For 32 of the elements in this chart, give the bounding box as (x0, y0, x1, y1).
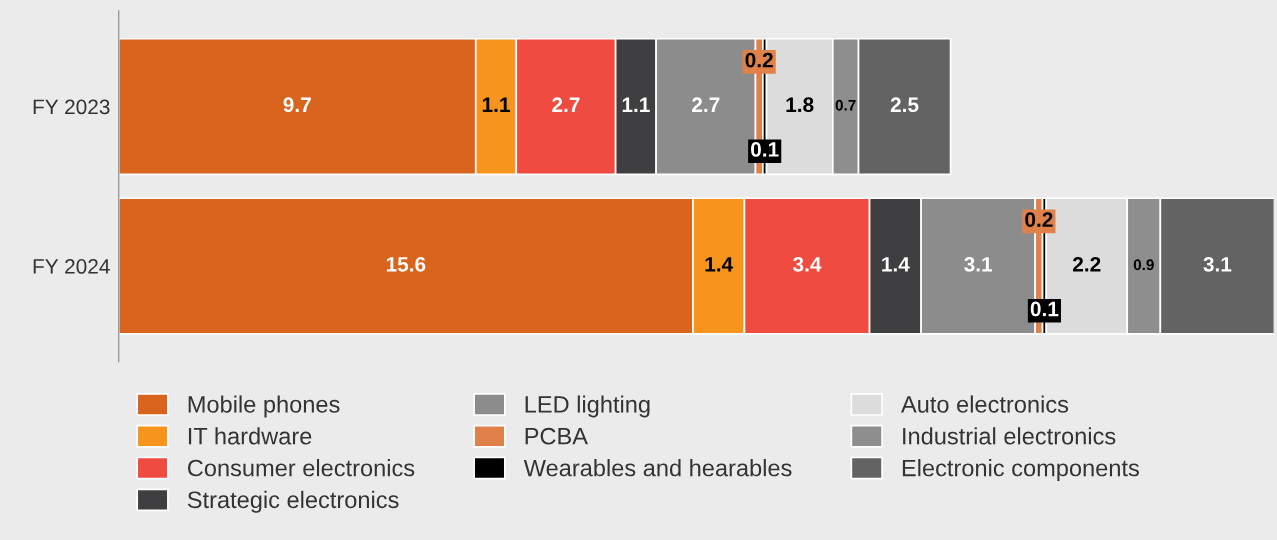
legend-label: Industrial electronics (903, 427, 1116, 445)
data-label: 2.5 (890, 97, 919, 113)
legend-label: LED lighting (525, 395, 650, 418)
data-label: 1.1 (622, 97, 650, 112)
data-label: 1.8 (786, 97, 814, 113)
legend-label: Consumer electronics (187, 459, 415, 477)
legend-label: Mobile phones (188, 395, 340, 418)
legend-label: Strategic electronics (187, 490, 399, 513)
legend-label: PCBA (525, 427, 588, 445)
data-label: 0.9 (1133, 259, 1154, 271)
data-label: 15.6 (386, 256, 426, 272)
data-label: 3.4 (793, 256, 822, 272)
y-tick-label: FY 2024 (33, 259, 110, 274)
data-label: 2.2 (1072, 256, 1101, 272)
data-label: 1.4 (705, 257, 734, 272)
data-label: 9.7 (283, 97, 311, 113)
data-label: 1.4 (882, 257, 910, 272)
data-label: 3.1 (964, 256, 993, 272)
legend-label: Electronic components (902, 459, 1139, 482)
data-label: 3.1 (1203, 256, 1232, 272)
legend-label: Wearables and hearables (523, 459, 792, 477)
data-label: 0.2 (745, 52, 773, 68)
data-label: 2.7 (552, 97, 580, 112)
y-tick-label: FY 2023 (33, 99, 110, 115)
data-label: 0.1 (751, 142, 779, 157)
data-label: 2.7 (692, 97, 720, 112)
data-label: 0.2 (1025, 212, 1053, 227)
legend-label: Auto electronics (901, 395, 1069, 413)
data-label: 0.1 (1030, 301, 1059, 317)
data-label: 1.1 (482, 97, 510, 112)
legend-label: IT hardware (188, 427, 312, 445)
data-label: 0.7 (835, 99, 856, 111)
